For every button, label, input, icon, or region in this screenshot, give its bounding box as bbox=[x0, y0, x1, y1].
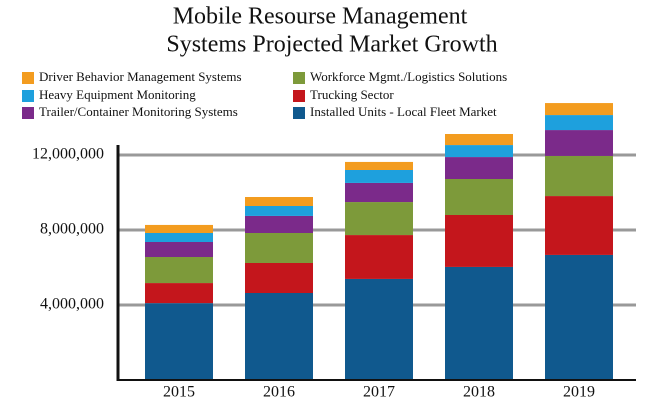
legend-swatch bbox=[293, 107, 305, 119]
bar-segment bbox=[145, 242, 213, 257]
x-tick-label: 2019 bbox=[563, 384, 595, 401]
bar-segment bbox=[545, 254, 613, 380]
bar-segment bbox=[345, 182, 413, 203]
legend-label: Trailer/Container Monitoring Systems bbox=[39, 104, 238, 119]
y-tick-label: 8,000,000 bbox=[40, 221, 104, 238]
x-tick-label: 2016 bbox=[263, 384, 295, 401]
legend-label: Driver Behavior Management Systems bbox=[39, 69, 242, 84]
y-tick-label: 4,000,000 bbox=[40, 296, 104, 313]
bar-segment bbox=[345, 170, 413, 183]
bar-segment bbox=[245, 206, 313, 216]
legend-label: Workforce Mgmt./Logistics Solutions bbox=[310, 69, 507, 84]
legend-swatch bbox=[293, 90, 305, 102]
bar-segment bbox=[545, 155, 613, 197]
bar-segment bbox=[145, 224, 213, 233]
bar-segment bbox=[245, 263, 313, 293]
bar-segment bbox=[245, 293, 313, 380]
bar-segment bbox=[245, 233, 313, 263]
bar-segment bbox=[445, 179, 513, 215]
bar-segment bbox=[145, 303, 213, 380]
bar-segment bbox=[545, 130, 613, 156]
x-tick-label: 2017 bbox=[363, 384, 395, 401]
bar-segment bbox=[145, 233, 213, 242]
legend-label: Trucking Sector bbox=[310, 87, 394, 102]
legend-label: Installed Units - Local Fleet Market bbox=[310, 104, 497, 119]
y-tick-label: 12,000,000 bbox=[32, 146, 104, 163]
bar-segment bbox=[145, 283, 213, 304]
bar-segment bbox=[345, 161, 413, 170]
bar-segment bbox=[145, 257, 213, 284]
bar-segment bbox=[245, 215, 313, 233]
legend-swatch bbox=[293, 72, 305, 84]
bar-segment bbox=[545, 103, 613, 116]
bar-segment bbox=[345, 235, 413, 279]
bar-segment bbox=[445, 266, 513, 380]
bar-segment bbox=[445, 134, 513, 146]
bar-segment bbox=[445, 145, 513, 158]
legend-swatch bbox=[22, 72, 34, 84]
bar-segment bbox=[445, 215, 513, 267]
chart-title: Systems Projected Market Growth bbox=[166, 32, 497, 58]
bar-segment bbox=[345, 278, 413, 380]
bar-segment bbox=[545, 196, 613, 255]
bar-segment bbox=[545, 115, 613, 131]
chart-title: Mobile Resourse Management bbox=[173, 4, 468, 30]
legend-swatch bbox=[22, 90, 34, 102]
x-tick-label: 2015 bbox=[163, 384, 195, 401]
bar-segment bbox=[245, 197, 313, 206]
legend-label: Heavy Equipment Monitoring bbox=[39, 87, 196, 102]
bar-segment bbox=[445, 157, 513, 179]
x-tick-label: 2018 bbox=[463, 384, 495, 401]
bar-segment bbox=[345, 202, 413, 236]
legend-swatch bbox=[22, 107, 34, 119]
